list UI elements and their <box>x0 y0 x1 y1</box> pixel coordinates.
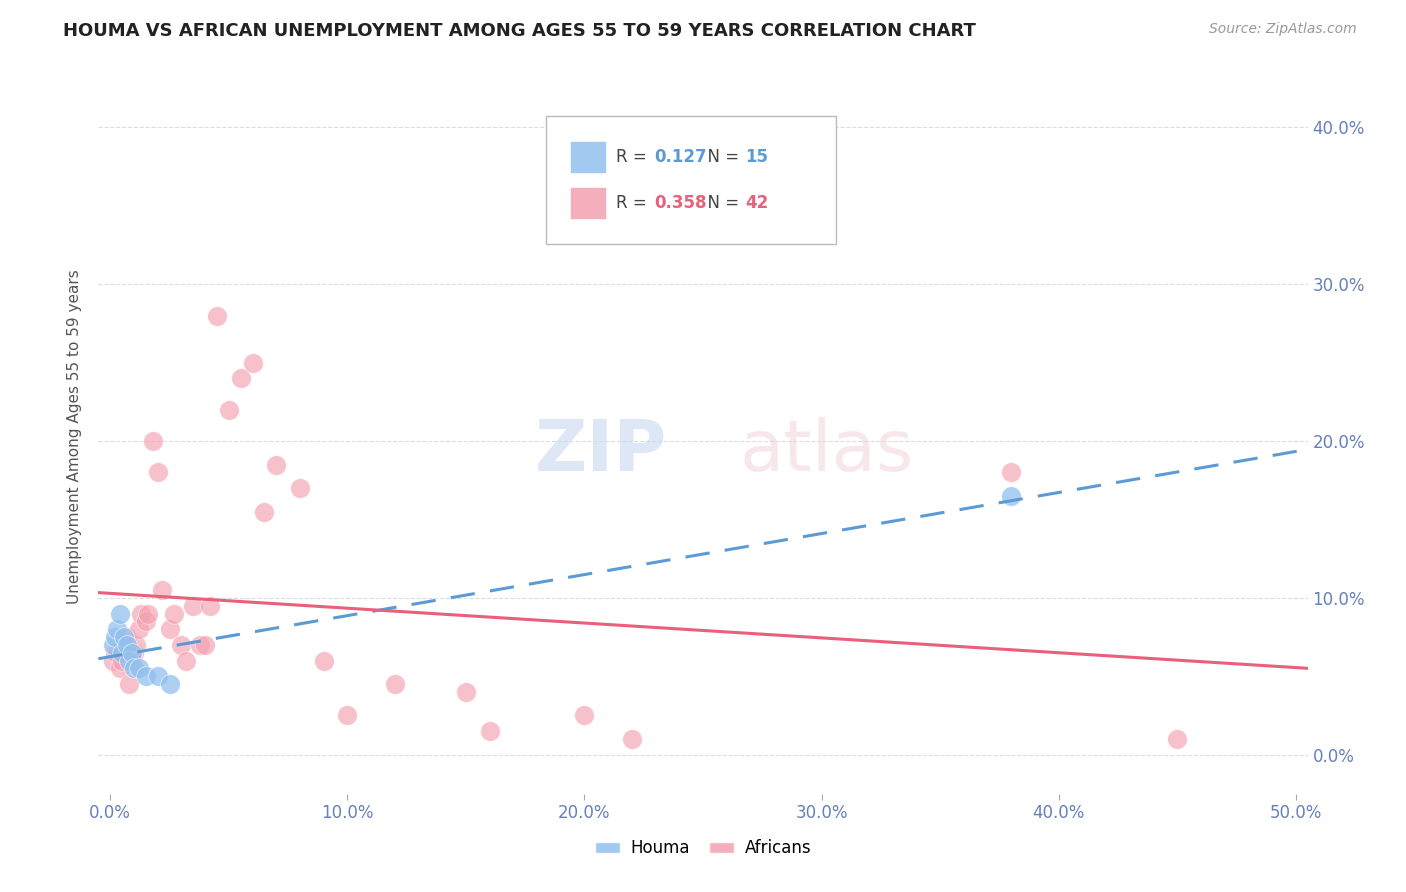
Point <box>384 677 406 691</box>
Point <box>229 371 252 385</box>
Point <box>101 654 124 668</box>
Point <box>336 708 359 723</box>
Point <box>114 630 136 644</box>
Point <box>104 630 127 644</box>
Point <box>1000 466 1022 480</box>
Point <box>253 505 276 519</box>
Point <box>163 607 186 621</box>
Point <box>128 622 150 636</box>
FancyBboxPatch shape <box>569 187 606 219</box>
Point <box>478 724 501 739</box>
Text: R =: R = <box>616 194 652 212</box>
Point <box>454 685 477 699</box>
Text: R =: R = <box>616 148 652 166</box>
Point <box>242 355 264 369</box>
Point <box>146 669 169 683</box>
Text: atlas: atlas <box>740 417 914 486</box>
Point <box>159 677 181 691</box>
Point <box>135 615 157 629</box>
Point <box>1166 731 1188 746</box>
Point <box>111 646 134 660</box>
Point <box>152 582 174 597</box>
Text: N =: N = <box>697 194 744 212</box>
Point <box>122 661 145 675</box>
Point <box>264 458 287 472</box>
Point <box>129 607 152 621</box>
Point <box>114 638 136 652</box>
Point <box>620 731 643 746</box>
FancyBboxPatch shape <box>569 141 606 173</box>
Point <box>1000 489 1022 503</box>
Point <box>121 646 143 660</box>
Point <box>105 622 128 636</box>
Text: N =: N = <box>697 148 744 166</box>
Point <box>101 638 124 652</box>
Point <box>170 638 193 652</box>
Text: 0.127: 0.127 <box>655 148 707 166</box>
Point <box>136 607 159 621</box>
Text: 0.358: 0.358 <box>655 194 707 212</box>
Point <box>122 646 145 660</box>
Point <box>218 402 240 417</box>
Point <box>312 654 335 668</box>
Point <box>108 607 131 621</box>
Point <box>115 630 138 644</box>
Legend: Houma, Africans: Houma, Africans <box>588 833 818 864</box>
Point <box>135 669 157 683</box>
Text: ZIP: ZIP <box>534 417 666 486</box>
Point <box>104 646 127 660</box>
Point <box>205 309 228 323</box>
Point <box>115 638 138 652</box>
Point <box>159 622 181 636</box>
Point <box>190 638 212 652</box>
Text: Source: ZipAtlas.com: Source: ZipAtlas.com <box>1209 22 1357 37</box>
Point <box>128 661 150 675</box>
Point <box>118 677 141 691</box>
Text: HOUMA VS AFRICAN UNEMPLOYMENT AMONG AGES 55 TO 59 YEARS CORRELATION CHART: HOUMA VS AFRICAN UNEMPLOYMENT AMONG AGES… <box>63 22 976 40</box>
Point <box>174 654 197 668</box>
Point <box>288 481 311 495</box>
Point <box>198 599 221 613</box>
Point <box>574 708 596 723</box>
Point <box>194 638 217 652</box>
Y-axis label: Unemployment Among Ages 55 to 59 years: Unemployment Among Ages 55 to 59 years <box>66 269 82 605</box>
Point <box>146 466 169 480</box>
FancyBboxPatch shape <box>546 116 837 244</box>
Point <box>111 654 134 668</box>
Point <box>105 646 128 660</box>
Text: 15: 15 <box>745 148 768 166</box>
Point <box>108 661 131 675</box>
Point <box>142 434 165 448</box>
Point <box>181 599 204 613</box>
Point <box>118 654 141 668</box>
Text: 42: 42 <box>745 194 769 212</box>
Point <box>125 638 148 652</box>
Point <box>121 654 143 668</box>
